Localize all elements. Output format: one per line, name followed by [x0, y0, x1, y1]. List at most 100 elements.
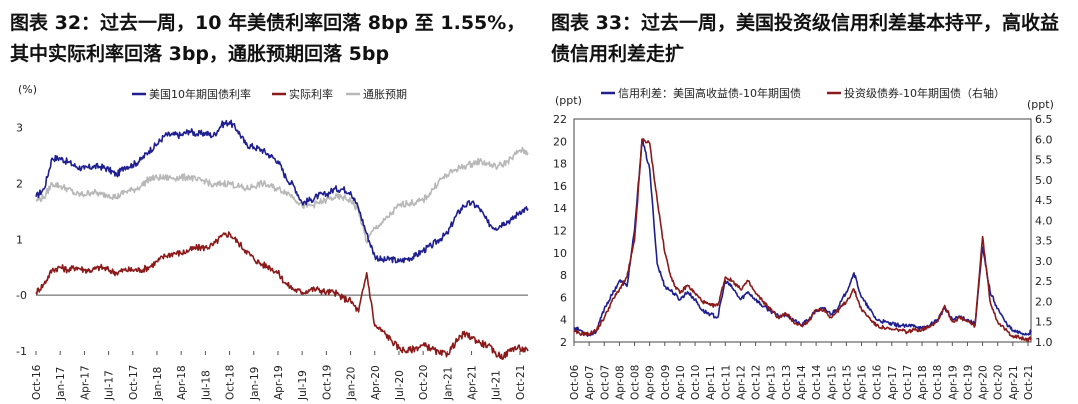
x-tick-label: Apr-14	[796, 365, 808, 400]
x-tick-label: Oct-18	[225, 365, 237, 400]
y-tick-label-right: 1.5	[1035, 316, 1053, 329]
y-tick-label-left: 22	[553, 113, 567, 126]
x-tick-label: Apr-08	[614, 365, 626, 400]
y-tick-label-left: 8	[560, 269, 567, 282]
x-tick-label: Oct-16	[872, 364, 884, 400]
y-tick-label-left: 20	[553, 135, 567, 148]
x-tick-label: Oct-21	[1023, 365, 1035, 400]
chart-title: 图表 33：过去一周，美国投资级信用利差基本持平，高收益债信用利差走扩	[551, 12, 1060, 65]
x-tick-label: Oct-09	[660, 365, 672, 400]
legend-label: 实际利率	[289, 87, 333, 101]
x-tick-label: Apr-15	[826, 365, 838, 400]
x-tick-label: Oct-14	[811, 364, 823, 400]
x-tick-label: Apr-18	[917, 365, 929, 400]
x-tick-label: Apr-12	[735, 365, 747, 400]
y-tick-label-right: 5.5	[1035, 154, 1053, 167]
panel-right: 图表 33：过去一周，美国投资级信用利差基本持平，高收益债信用利差走扩 (ppt…	[541, 0, 1078, 404]
y-tick-label-right: 3.0	[1035, 255, 1053, 268]
x-tick-label: Apr-18	[176, 365, 188, 400]
y-tick-label-left: 2	[560, 336, 567, 349]
series-line	[573, 138, 1032, 343]
y-tick-label-right: 3.5	[1035, 235, 1053, 248]
x-tick-label: Oct-13	[781, 365, 793, 400]
x-tick-label: Apr-21	[467, 365, 479, 400]
x-tick-label: Oct-12	[751, 365, 763, 400]
x-tick-label: Oct-18	[932, 365, 944, 400]
x-tick-label: Apr-21	[1008, 365, 1020, 400]
y-axis-label: (%)	[18, 83, 37, 96]
y-tick-label-right: 6.5	[1035, 113, 1053, 126]
x-tick-label: Jan-18	[152, 367, 164, 401]
x-tick-label: Jan-17	[55, 367, 67, 401]
x-tick-label: Apr-19	[273, 365, 285, 400]
x-tick-label: Oct-19	[321, 365, 333, 400]
x-tick-label: Jul-18	[200, 370, 212, 401]
legend-label: 信用利差：美国高收益债-10年期国债	[618, 86, 801, 100]
y-tick-label-right: 5.0	[1035, 174, 1053, 187]
x-tick-label: Oct-17	[128, 365, 140, 400]
chart-right: (ppt) (ppt) 22 20 18 16 14 12 10 8 6 4 2 6.5 6.0 5.5 5.0…	[553, 86, 1054, 400]
x-tick-label: Oct-19	[962, 365, 974, 400]
y-tick-label-left: 6	[560, 291, 567, 304]
x-tick-label: Jul-17	[104, 370, 116, 401]
y-tick-label-left: 12	[553, 225, 567, 238]
y-tick-label-right: 2.5	[1035, 275, 1053, 288]
y-tick-label: 2	[16, 177, 23, 190]
x-tick-label: Apr-17	[79, 365, 91, 400]
series-line	[573, 138, 1032, 337]
x-tick-label: Oct-10	[690, 365, 702, 400]
y-tick-label-right: 2.0	[1035, 295, 1053, 308]
x-tick-label: Oct-07	[599, 365, 611, 400]
y-tick-label-left: 16	[553, 180, 567, 193]
x-tick-label: Jul-21	[491, 370, 503, 401]
y-tick-label-right: 4.5	[1035, 194, 1053, 207]
y-tick-label: 3	[16, 122, 23, 135]
x-tick-label: Jan-20	[346, 367, 358, 401]
x-tick-label: Apr-07	[584, 365, 596, 400]
x-tick-label: Apr-19	[947, 365, 959, 400]
x-tick-label: Jan-19	[249, 367, 261, 401]
x-tick-label: Oct-21	[515, 365, 527, 400]
x-tick-label: Oct-17	[902, 365, 914, 400]
x-tick-label: Oct-15	[841, 365, 853, 400]
x-tick-label: Apr-16	[857, 365, 869, 400]
y-tick-label: -1	[16, 345, 27, 358]
x-tick-label: Oct-08	[630, 365, 642, 400]
x-tick-label: Apr-10	[675, 365, 687, 400]
y-tick-label: 1	[16, 233, 23, 246]
series-line	[35, 231, 529, 360]
x-tick-label: Oct-20	[418, 365, 430, 400]
x-tick-label: Apr-17	[887, 365, 899, 400]
y-tick-label-right: 6.0	[1035, 133, 1053, 146]
x-tick-label: Apr-20	[978, 365, 990, 400]
x-tick-label: Jul-20	[394, 370, 406, 401]
x-tick-label: Oct-16	[31, 364, 43, 400]
panel-left: 图表 32：过去一周，10 年美债利率回落 8bp 至 1.55%，其中实际利率…	[10, 12, 529, 401]
x-tick-label: Jul-19	[297, 370, 309, 401]
x-tick-label: Oct-11	[720, 365, 732, 400]
legend-label: 投资级债券-10年期国债（右轴）	[844, 86, 1005, 100]
y-tick-label-right: 4.0	[1035, 214, 1053, 227]
legend-label: 美国10年期国债利率	[149, 87, 251, 101]
x-tick-label: Oct-20	[993, 365, 1005, 400]
x-tick-label: Apr-20	[370, 365, 382, 400]
x-tick-label: Oct-06	[569, 364, 581, 400]
legend-label: 通胀预期	[363, 88, 407, 101]
y-tick-label-left: 10	[553, 247, 567, 260]
x-tick-label: Apr-13	[766, 365, 778, 400]
y-axis-label-left: (ppt)	[555, 94, 582, 107]
plot-frame	[573, 118, 1032, 343]
y-tick-label: -0	[16, 289, 27, 302]
chart-left: (%) 3 2 1 -0 -1 Oct-16 Jan-17 Apr-17 Jul-17 Oct-17…	[16, 83, 529, 401]
x-tick-label: Jan-21	[442, 367, 454, 401]
x-tick-label: Apr-11	[705, 365, 717, 400]
y-tick-label-left: 4	[560, 314, 567, 327]
x-tick-label: Apr-09	[645, 365, 657, 400]
y-tick-label-left: 14	[553, 202, 567, 215]
series-line	[35, 119, 529, 264]
y-tick-label-right: 1.0	[1035, 336, 1053, 349]
y-tick-label-left: 18	[553, 158, 567, 171]
series-line	[35, 146, 529, 244]
chart-title: 图表 32：过去一周，10 年美债利率回落 8bp 至 1.55%，其中实际利率…	[10, 12, 526, 65]
y-axis-label-right: (ppt)	[1027, 98, 1054, 111]
